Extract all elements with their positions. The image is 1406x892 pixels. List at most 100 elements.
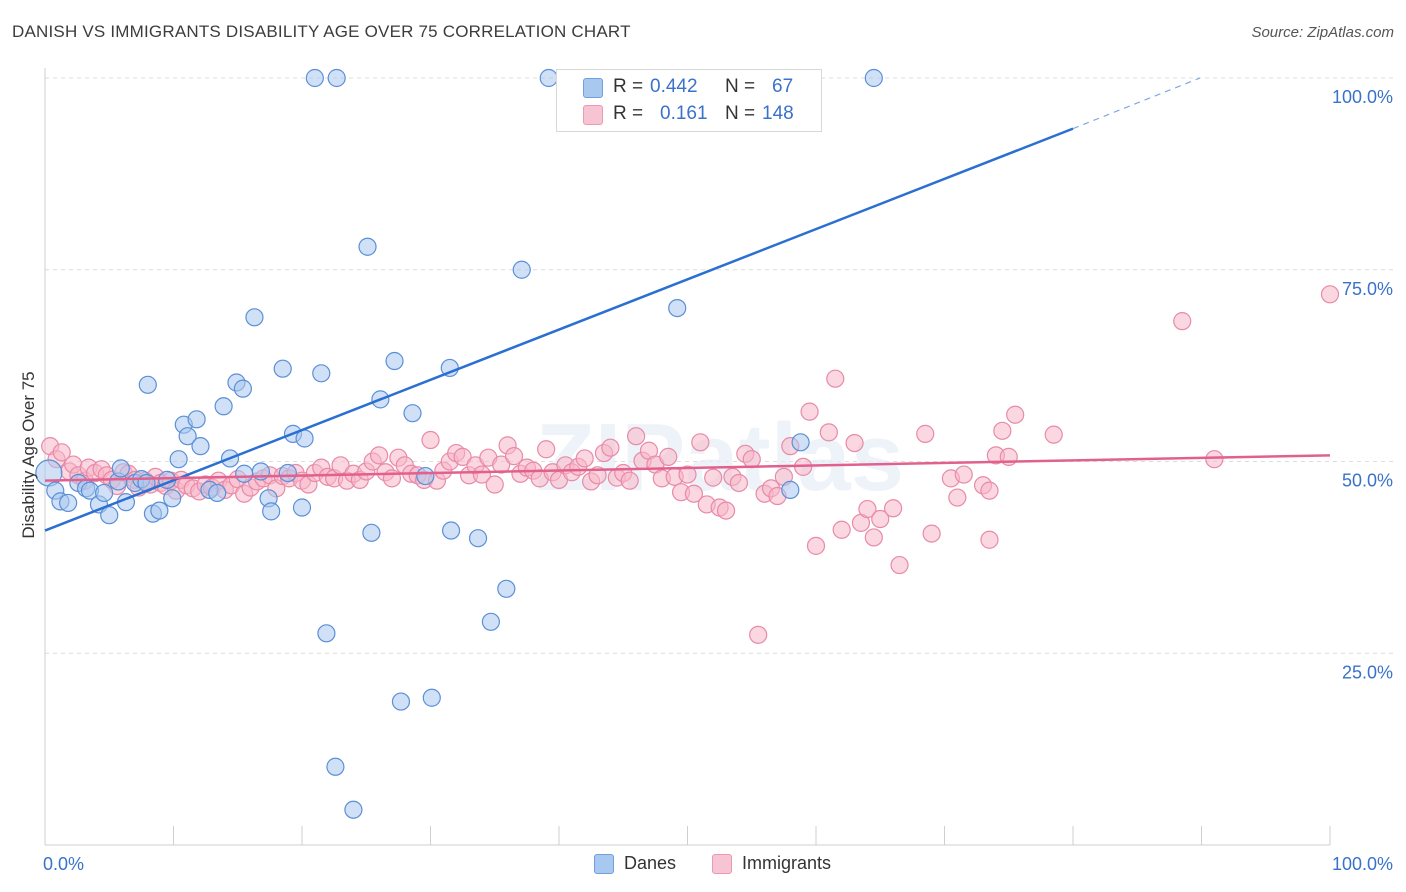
danes-point	[326, 757, 345, 776]
danes-point	[422, 688, 441, 707]
immigrants-point	[1044, 425, 1063, 444]
immigrants-point	[453, 447, 472, 466]
y-axis-label: Disability Age Over 75	[19, 371, 38, 538]
immigrants-point	[800, 402, 819, 421]
immigrants-point	[980, 530, 999, 549]
immigrants-point	[52, 443, 71, 462]
immigrants-point	[871, 509, 890, 529]
r-value: 0.442	[650, 76, 698, 97]
immigrants-point	[819, 423, 838, 442]
danes-point	[317, 624, 336, 643]
danes-point	[781, 480, 800, 499]
danes-point	[138, 375, 157, 394]
tick-labels: 25.0% 50.0% 75.0% 100.0% 0.0% 100.0%	[43, 87, 1393, 874]
immigrants-point	[492, 455, 511, 474]
immigrants-trend-line	[44, 454, 1331, 482]
danes-point	[59, 493, 78, 513]
danes-point	[214, 397, 233, 416]
immigrants-point	[954, 465, 973, 484]
immigrants-point	[729, 473, 749, 493]
immigrants-point	[678, 465, 697, 484]
danes-trend-extension	[1072, 77, 1201, 130]
immigrants-point	[948, 488, 967, 507]
immigrants-point	[504, 447, 524, 466]
immigrants-point	[749, 625, 768, 644]
danes-point	[512, 260, 531, 279]
immigrants-point	[1320, 285, 1340, 304]
r-value: 0.161	[660, 103, 708, 124]
danes-point	[539, 68, 558, 88]
immigrants-point	[620, 471, 639, 490]
stats-legend-box: R = 0.442 N = 67 R = 0.161 N = 148	[556, 69, 822, 132]
danes-swatch	[583, 78, 603, 98]
danes-point	[791, 433, 810, 452]
immigrants-point	[716, 501, 736, 520]
danes-point	[441, 521, 461, 540]
danes-point	[235, 464, 254, 483]
y-tick-label: 50.0%	[1342, 471, 1393, 491]
danes-point	[327, 68, 346, 88]
danes-point	[391, 692, 411, 711]
danes-point	[95, 483, 114, 503]
danes-trend-line	[44, 127, 1074, 532]
danes-point	[344, 800, 363, 819]
danes-point	[111, 459, 130, 478]
immigrants-point	[845, 433, 864, 453]
immigrants-point	[601, 438, 620, 457]
gridlines	[45, 77, 1395, 654]
danes-points	[35, 68, 883, 819]
immigrants-point	[826, 369, 845, 388]
danes-point	[668, 299, 687, 318]
immigrants-point	[704, 468, 723, 487]
danes-point	[191, 437, 210, 456]
danes-point	[100, 506, 119, 525]
immigrants-point	[485, 475, 504, 494]
immigrants-point	[883, 499, 903, 518]
y-tick-label: 25.0%	[1342, 662, 1393, 682]
r-label: R =	[613, 103, 644, 124]
immigrants-point	[1006, 405, 1025, 424]
n-label: N =	[725, 103, 756, 124]
immigrants-point	[370, 446, 389, 465]
immigrants-point	[684, 484, 704, 503]
danes-point	[178, 427, 197, 446]
immigrants-point	[1173, 312, 1192, 331]
trend-lines	[44, 77, 1331, 532]
n-value: 67	[772, 76, 794, 97]
danes-point	[163, 489, 182, 508]
immigrants-point	[832, 520, 851, 539]
danes-point	[305, 68, 324, 88]
immigrants-point	[890, 555, 909, 575]
stats-row-immigrants: R = 0.161 N = 148	[557, 101, 821, 127]
immigrants-point	[980, 481, 999, 500]
danes-point	[273, 359, 292, 378]
immigrants-swatch	[583, 105, 603, 125]
danes-point	[312, 364, 331, 383]
x-tick-label: 0.0%	[43, 854, 84, 874]
axes	[44, 68, 1331, 846]
y-tick-label: 100.0%	[1332, 87, 1393, 107]
danes-point	[187, 410, 206, 429]
danes-point	[292, 498, 312, 517]
immigrants-point	[1205, 450, 1224, 469]
danes-point	[468, 529, 488, 548]
y-tick-label: 75.0%	[1342, 279, 1393, 299]
immigrants-point	[421, 430, 440, 450]
legend-label: Danes	[624, 853, 677, 873]
immigrants-point	[472, 465, 491, 484]
stats-row-danes: R = 0.442 N = 67	[557, 74, 821, 100]
immigrants-point	[659, 447, 678, 466]
immigrants-legend-swatch	[712, 854, 732, 874]
danes-point	[208, 483, 227, 503]
immigrants-point	[922, 524, 941, 543]
danes-point	[358, 237, 377, 256]
immigrants-point	[626, 427, 646, 446]
danes-point	[403, 404, 422, 423]
immigrants-point	[806, 536, 826, 555]
chart-title: DANISH VS IMMIGRANTS DISABILITY AGE OVER…	[12, 22, 631, 41]
danes-point	[497, 579, 516, 598]
immigrants-point	[858, 499, 877, 519]
danes-legend-swatch	[594, 854, 614, 874]
danes-point	[864, 68, 883, 88]
